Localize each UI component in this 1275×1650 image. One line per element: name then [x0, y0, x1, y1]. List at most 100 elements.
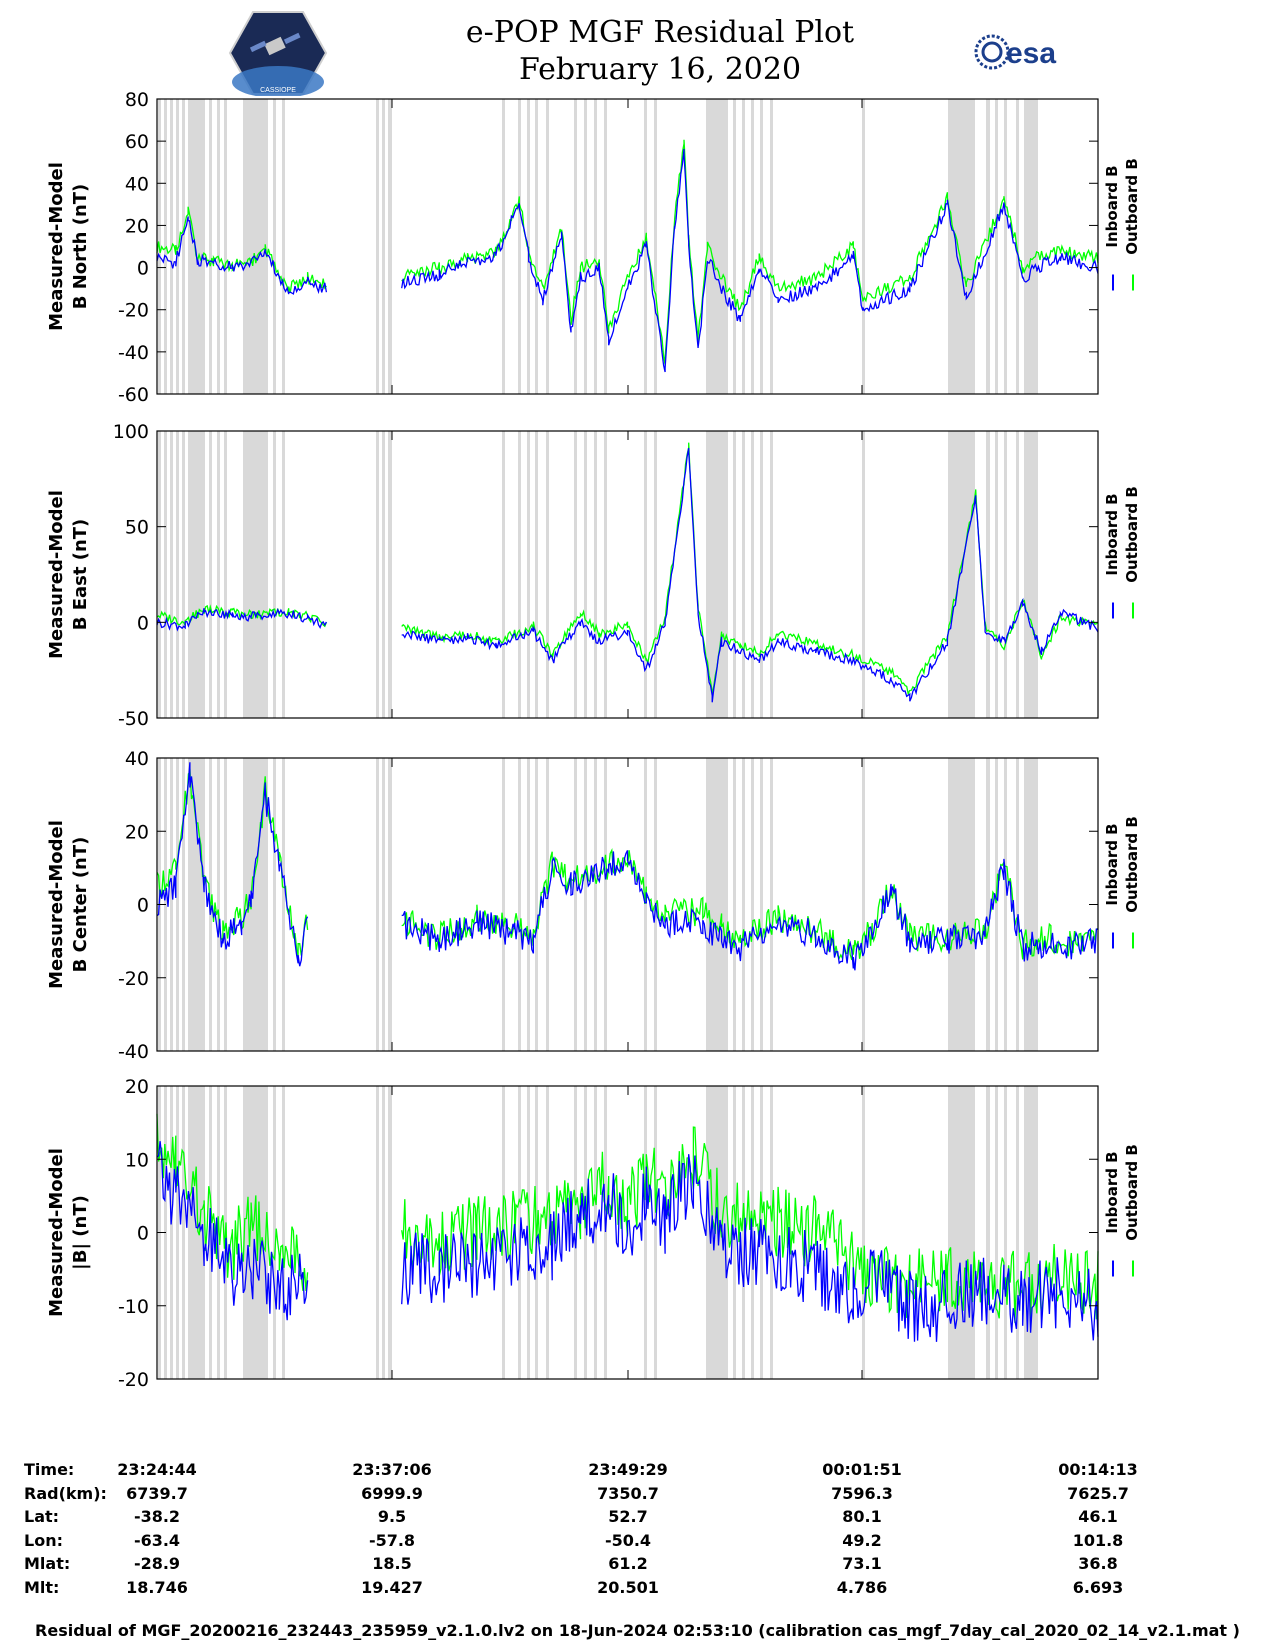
info-row: Lat: -38.2 9.5 52.7 80.1 46.1 [0, 1507, 1275, 1531]
y-tick-label: 40 [125, 173, 149, 195]
cassiope-logo: CASSIOPE [228, 10, 328, 98]
y-tick-label: 20 [125, 215, 149, 237]
data-gap-band [604, 431, 607, 718]
data-gap-band [217, 99, 220, 394]
y-axis-label-units: |B| (nT) [70, 1195, 91, 1270]
data-gap-band [594, 431, 597, 718]
info-row: Rad(km): 6739.7 6999.9 7350.7 7596.3 7625.7 [0, 1484, 1275, 1508]
info-value: 6739.7 [126, 1483, 188, 1503]
data-gap-band [584, 758, 587, 1051]
data-gap-band [742, 1086, 745, 1379]
data-gap-band [170, 1086, 173, 1379]
data-gap-band [209, 99, 212, 394]
y-tick-label: -20 [118, 1369, 149, 1391]
data-gap-band [209, 431, 212, 718]
data-gap-band [518, 431, 521, 718]
info-value: 00:14:13 [1058, 1460, 1138, 1479]
info-row-label: Lon: [24, 1530, 63, 1550]
data-gap-band [388, 1086, 392, 1379]
data-gap-band [282, 758, 285, 1051]
data-gap-band [733, 758, 736, 1051]
data-gap-band [224, 758, 227, 1051]
y-axis-label: Measured-Model [46, 490, 67, 659]
data-gap-band [273, 99, 276, 394]
data-gap-band [862, 758, 865, 1051]
data-gap-band [644, 431, 647, 718]
y-axis-label-units: B Center (nT) [70, 837, 91, 973]
plot-title-line1: e-POP MGF Residual Plot [465, 15, 855, 50]
data-gap-band [584, 431, 587, 718]
data-gap-band [376, 431, 379, 718]
data-gap-band [986, 99, 990, 394]
info-value: 18.746 [126, 1577, 188, 1597]
data-gap-band [654, 1086, 657, 1379]
info-value: -50.4 [604, 1530, 652, 1550]
outboard-series-line [156, 139, 1099, 365]
data-gap-band [706, 758, 728, 1051]
data-gap-band [742, 758, 745, 1051]
legend-inboard-label: Inboard B [1103, 823, 1121, 905]
data-gap-band [170, 431, 173, 718]
info-row-label: Time: [24, 1460, 75, 1479]
data-gap-band [243, 431, 268, 718]
data-gap-band [527, 431, 530, 718]
info-value: 20.501 [597, 1577, 659, 1597]
y-tick-label: -40 [118, 1041, 149, 1063]
y-tick-label: 50 [125, 517, 149, 539]
legend-outboard-label: Outboard B [1123, 158, 1141, 255]
y-tick-label: 0 [137, 1223, 149, 1245]
data-gap-band [760, 758, 763, 1051]
data-gap-band [770, 431, 773, 718]
inboard-series-line [156, 1141, 1099, 1342]
data-gap-band [535, 758, 538, 1051]
legend-outboard-label: Outboard B [1123, 486, 1141, 583]
info-value: -28.9 [133, 1554, 181, 1573]
y-tick-label: 20 [125, 821, 149, 843]
data-gap-band [546, 758, 549, 1051]
data-gap-band [1004, 99, 1007, 394]
data-gap-band [986, 758, 990, 1051]
data-gap-band [182, 99, 185, 394]
info-value: 23:49:29 [588, 1460, 668, 1479]
data-gap-band [518, 99, 521, 394]
info-value: 00:01:51 [822, 1460, 902, 1479]
data-gap-band [584, 99, 587, 394]
info-value: 23:37:06 [352, 1460, 432, 1479]
data-gap-band [382, 1086, 385, 1379]
data-gap-band [388, 758, 392, 1051]
data-gap-band [654, 99, 657, 394]
y-tick-label: 80 [125, 89, 149, 111]
info-value: 7596.3 [831, 1483, 893, 1503]
data-gap-band [376, 758, 379, 1051]
data-gap-band [948, 1086, 975, 1379]
data-gap-band [604, 1086, 607, 1379]
y-tick-label: -40 [118, 342, 149, 364]
plot-title: e-POP MGF Residual Plot February 16, 202… [340, 14, 980, 88]
data-gap-band [760, 99, 763, 394]
y-tick-label: -20 [118, 968, 149, 990]
data-gap-band [742, 99, 745, 394]
data-gap-band [594, 99, 597, 394]
data-gap-band [948, 758, 975, 1051]
y-tick-label: 0 [137, 895, 149, 917]
esa-logo: esa [972, 30, 1092, 74]
info-value: 7625.7 [1067, 1483, 1129, 1503]
info-value: -63.4 [133, 1530, 181, 1550]
data-gap-band [518, 758, 521, 1051]
data-gap-band [382, 431, 385, 718]
data-gap-band [527, 1086, 530, 1379]
data-gap-band [751, 1086, 754, 1379]
data-gap-band [376, 1086, 379, 1379]
data-gap-band [644, 1086, 647, 1379]
info-value: 6.693 [1072, 1577, 1124, 1597]
info-row-label: Rad(km): [24, 1483, 107, 1503]
data-gap-band [217, 758, 220, 1051]
data-gap-band [760, 431, 763, 718]
data-gap-band [862, 99, 865, 394]
legend-outboard-label: Outboard B [1123, 1144, 1141, 1241]
y-tick-label: 10 [125, 1149, 149, 1171]
data-gap-band [986, 431, 990, 718]
info-row: Lon: -63.4 -57.8 -50.4 49.2 101.8 [0, 1531, 1275, 1555]
info-value: 23:24:44 [117, 1460, 197, 1479]
data-gap-band [751, 431, 754, 718]
